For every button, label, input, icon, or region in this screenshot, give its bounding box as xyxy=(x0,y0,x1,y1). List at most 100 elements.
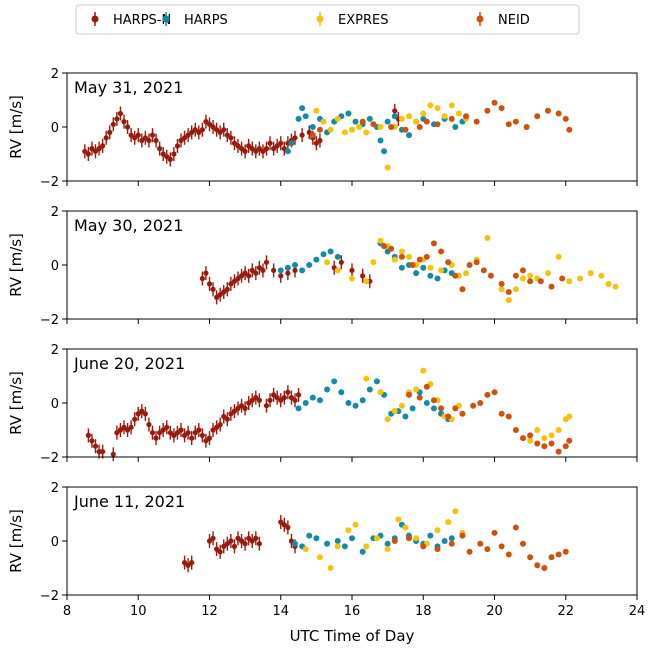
data-point xyxy=(512,118,519,125)
data-point xyxy=(100,449,106,455)
data-point xyxy=(324,540,331,547)
data-point xyxy=(491,389,498,396)
data-point xyxy=(452,405,459,412)
data-point xyxy=(477,540,484,547)
legend-item: NEID xyxy=(476,12,530,28)
data-point xyxy=(274,395,280,401)
x-tick-label: 8 xyxy=(63,604,71,619)
series-neid xyxy=(309,99,573,139)
data-point xyxy=(271,267,277,273)
data-point xyxy=(206,435,213,441)
data-point xyxy=(459,286,466,293)
data-point xyxy=(199,127,205,133)
series-expres xyxy=(302,508,466,571)
data-point xyxy=(278,140,284,146)
legend-marker xyxy=(316,15,324,23)
data-point xyxy=(309,124,316,130)
data-point xyxy=(117,110,124,117)
data-point xyxy=(577,275,583,282)
data-point xyxy=(157,430,163,436)
data-point xyxy=(452,124,459,130)
data-point xyxy=(228,281,234,287)
data-point xyxy=(427,264,434,271)
data-point xyxy=(438,248,445,255)
legend-marker xyxy=(162,15,170,23)
series-expres xyxy=(363,367,573,444)
data-point xyxy=(278,273,284,279)
data-point xyxy=(473,259,480,266)
data-point xyxy=(416,394,423,401)
data-point xyxy=(142,135,148,141)
legend-item: EXPRES xyxy=(316,12,388,28)
data-point xyxy=(391,113,398,120)
data-point xyxy=(263,146,270,152)
data-point xyxy=(281,395,287,401)
data-point xyxy=(271,146,277,152)
data-point xyxy=(117,427,124,433)
data-point xyxy=(359,118,366,125)
data-point xyxy=(345,400,352,406)
data-point xyxy=(214,127,220,133)
data-point xyxy=(520,435,526,442)
data-point xyxy=(534,440,541,447)
data-point xyxy=(541,565,548,571)
data-point xyxy=(505,551,512,558)
data-point xyxy=(452,272,459,279)
data-point xyxy=(174,430,181,436)
data-point xyxy=(498,105,505,112)
data-point xyxy=(409,405,416,412)
data-point xyxy=(302,546,309,553)
data-point xyxy=(124,124,131,130)
data-point xyxy=(491,529,498,536)
data-point xyxy=(203,270,209,276)
data-point xyxy=(253,270,259,276)
data-point xyxy=(221,127,227,133)
data-point xyxy=(427,102,434,109)
data-point xyxy=(135,411,141,417)
data-point xyxy=(295,405,302,412)
data-point xyxy=(398,253,405,260)
series-neid xyxy=(406,383,573,455)
y-tick-label: 0 xyxy=(51,259,59,274)
data-point xyxy=(438,405,445,412)
data-point xyxy=(430,405,437,412)
data-point xyxy=(448,115,455,122)
data-point xyxy=(238,403,245,409)
data-point xyxy=(256,397,262,403)
data-point xyxy=(562,548,569,555)
data-point xyxy=(402,413,409,420)
data-point xyxy=(92,443,99,449)
data-point xyxy=(363,278,370,285)
data-point xyxy=(566,278,573,285)
data-point xyxy=(491,99,498,106)
data-point xyxy=(274,143,280,149)
data-point xyxy=(217,549,223,555)
data-point xyxy=(341,543,348,550)
data-point xyxy=(605,280,612,287)
data-point xyxy=(178,427,184,433)
data-point xyxy=(224,286,230,292)
data-point xyxy=(352,521,359,528)
y-axis-label: RV [m/s] xyxy=(7,95,25,159)
data-point xyxy=(164,424,170,430)
data-point xyxy=(313,140,319,146)
data-point xyxy=(366,115,373,122)
data-point xyxy=(470,402,477,409)
data-point xyxy=(527,278,534,285)
data-point xyxy=(423,118,430,125)
data-point xyxy=(281,522,287,528)
data-point xyxy=(96,146,102,152)
data-point xyxy=(249,267,255,273)
data-point xyxy=(406,535,412,542)
data-point xyxy=(384,118,391,125)
data-point xyxy=(512,272,519,279)
series-neid xyxy=(381,240,566,295)
data-point xyxy=(466,262,473,268)
data-point xyxy=(420,367,427,374)
x-tick-label: 20 xyxy=(486,604,503,619)
data-point xyxy=(221,543,227,550)
data-point xyxy=(221,289,227,295)
data-point xyxy=(149,132,156,138)
data-point xyxy=(384,416,391,423)
data-point xyxy=(434,546,441,553)
